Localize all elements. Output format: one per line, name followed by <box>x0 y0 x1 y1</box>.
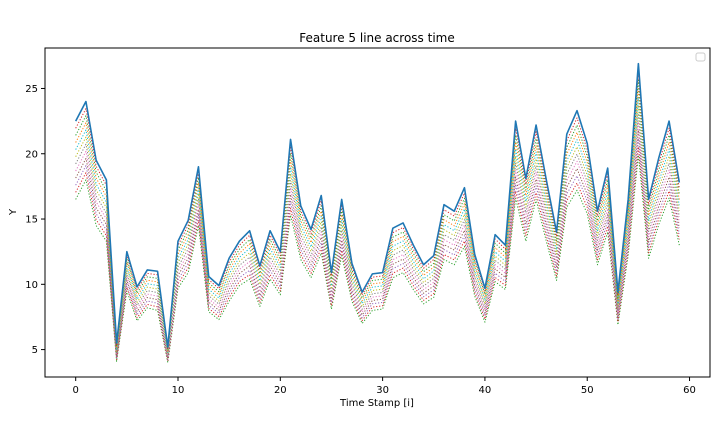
chart-title: Feature 5 line across time <box>299 31 454 45</box>
series-line-3 <box>75 137 680 361</box>
y-axis-label: Y <box>8 208 19 216</box>
y-axis: 5 10 15 20 25 <box>25 84 45 356</box>
series-layer <box>74 62 681 364</box>
series-line-9 <box>75 88 680 352</box>
y-tick-label: 15 <box>25 215 38 226</box>
series-line-7 <box>75 104 680 355</box>
x-axis: 0 10 20 30 40 50 60 <box>73 377 696 396</box>
y-tick-label: 5 <box>32 345 38 356</box>
x-tick-label: 10 <box>172 385 185 396</box>
x-tick-label: 30 <box>376 385 389 396</box>
x-axis-label: Time Stamp [i] <box>339 398 414 409</box>
series-line-11 <box>75 71 680 349</box>
legend-box <box>695 52 706 62</box>
y-tick-label: 25 <box>25 84 38 95</box>
series-line-4 <box>75 129 680 359</box>
x-tick-label: 50 <box>581 385 594 396</box>
x-tick-label: 0 <box>73 385 79 396</box>
x-tick-label: 20 <box>274 385 287 396</box>
x-tick-label: 40 <box>479 385 492 396</box>
x-tick-label: 60 <box>683 385 696 396</box>
series-line-top <box>74 62 681 348</box>
series-line-8 <box>75 96 680 354</box>
y-tick-label: 20 <box>25 149 38 160</box>
y-tick-label: 10 <box>25 280 38 291</box>
series-line-6 <box>75 113 680 357</box>
plot-frame <box>44 47 711 378</box>
series-line-2 <box>75 146 680 362</box>
